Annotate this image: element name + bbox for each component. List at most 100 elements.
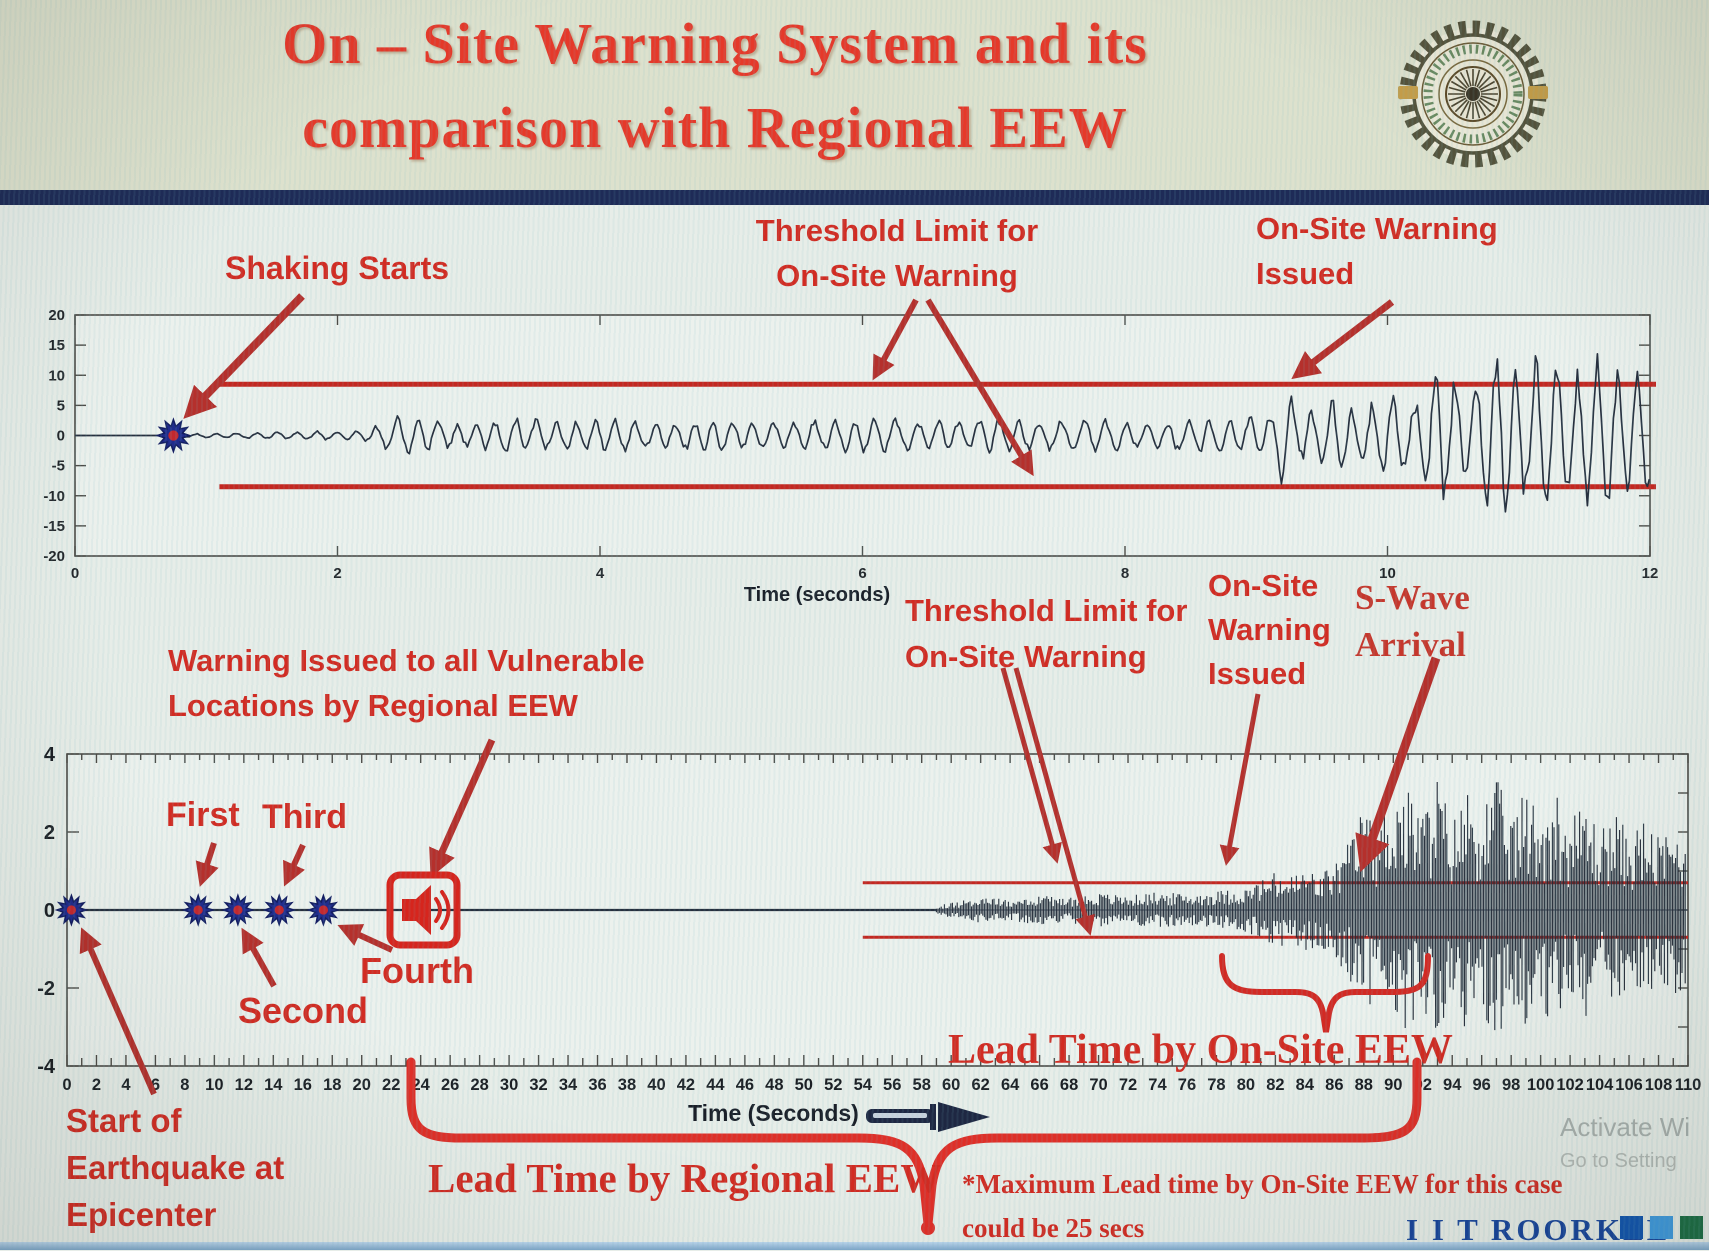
arrow-onsite-warning-top [1291,299,1395,380]
svg-text:-4: -4 [37,1056,56,1078]
svg-text:78: 78 [1207,1076,1225,1094]
iit-roorkee-logo-icon [1398,20,1548,168]
svg-text:110: 110 [1675,1076,1702,1094]
label-third: Third [262,798,347,836]
svg-text:-15: -15 [43,518,65,535]
bottom-chart: 0 2 4 6 8 10 12 14 16 18 20 22 24 26 28 30 32 34 36 38 40 42 4… [37,744,1701,1094]
svg-text:64: 64 [1001,1076,1020,1094]
label-threshold-bottom: Threshold Limit for On-Site Warning [905,593,1188,674]
svg-text:5: 5 [57,397,65,414]
svg-text:18: 18 [323,1076,341,1094]
svg-text:0: 0 [57,428,65,445]
svg-text:50: 50 [795,1076,813,1094]
title-line-2: comparison with Regional EEW [302,95,1128,160]
arrow-fourth [337,924,394,953]
header-divider-bar [0,190,1709,205]
arrow-second [241,927,277,988]
svg-text:8: 8 [1121,565,1129,582]
annotation-arrows [79,293,1441,1096]
label-lead-time-regional: Lead Time by Regional EEW [428,1155,942,1201]
arrow-start-epicenter [79,927,157,1096]
svg-text:100: 100 [1527,1076,1555,1094]
svg-text:36: 36 [588,1076,606,1094]
label-max-lead-note-1: *Maximum Lead time by On-Site EEW for th… [962,1169,1563,1199]
svg-text:6: 6 [151,1076,160,1094]
svg-text:84: 84 [1296,1076,1315,1094]
svg-text:62: 62 [971,1076,989,1094]
label-swave-arrival: S-Wave Arrival [1355,578,1470,664]
label-start-epicenter: Start of Earthquake at Epicenter [66,1102,285,1233]
svg-text:0: 0 [71,565,79,582]
svg-text:4: 4 [596,565,605,582]
svg-text:70: 70 [1089,1076,1107,1094]
svg-text:-10: -10 [43,488,65,505]
svg-text:38: 38 [618,1076,636,1094]
svg-text:96: 96 [1473,1076,1491,1094]
top-chart: 0 2 4 6 8 10 12 20 15 10 5 0 -5 -10 -15 -20 [43,307,1658,582]
svg-text:4: 4 [44,744,56,766]
svg-text:26: 26 [441,1076,459,1094]
label-onsite-warning-top: On-Site Warning Issued [1256,211,1498,291]
svg-text:8: 8 [180,1076,189,1094]
logo-right-ornament [1528,86,1548,99]
arrow-threshold-bottom-upper [1000,667,1062,864]
svg-text:48: 48 [765,1076,783,1094]
svg-text:30: 30 [500,1076,518,1094]
svg-text:14: 14 [264,1076,283,1094]
arrow-onsite-warning-bottom [1219,693,1261,866]
brand-square-green [1680,1216,1703,1239]
brace-tip-dot [921,1221,935,1235]
bottom-edge-bar [0,1242,1709,1250]
svg-text:12: 12 [1642,565,1659,582]
regional-broadcast-icon [386,871,461,949]
svg-text:15: 15 [48,337,65,354]
svg-text:94: 94 [1443,1076,1462,1094]
svg-text:42: 42 [677,1076,695,1094]
svg-text:20: 20 [48,307,65,324]
label-max-lead-note-2: could be 25 secs [962,1213,1145,1243]
page-title: On – Site Warning System and its compari… [70,2,1360,170]
onsite-lead-time-brace [1219,953,1431,1033]
svg-text:2: 2 [333,565,341,582]
svg-text:28: 28 [470,1076,488,1094]
svg-text:56: 56 [883,1076,901,1094]
bottom-chart-x-axis-label: Time (Seconds) [688,1100,859,1126]
svg-text:16: 16 [294,1076,312,1094]
svg-text:74: 74 [1148,1076,1167,1094]
svg-text:98: 98 [1502,1076,1520,1094]
top-chart-x-axis-label: Time (seconds) [743,584,891,606]
svg-text:0: 0 [44,900,55,922]
svg-text:10: 10 [205,1076,223,1094]
arrow-threshold-bottom-lower [1013,667,1095,936]
svg-text:102: 102 [1556,1076,1584,1094]
arrow-third [283,843,306,887]
label-lead-time-onsite: Lead Time by On-Site EEW [948,1027,1453,1073]
brand-square-lightblue [1650,1216,1673,1239]
slide-header: On – Site Warning System and its compari… [0,0,1709,190]
svg-text:2: 2 [92,1076,101,1094]
arrow-threshold-top-right [925,298,1034,477]
arrow-shaking-starts [183,293,305,419]
activate-windows-watermark: Activate Wi [1560,1112,1691,1142]
arrow-first [195,842,219,887]
label-first: First [166,796,240,834]
svg-text:20: 20 [353,1076,371,1094]
arrow-swave-arrival [1355,656,1441,873]
svg-text:90: 90 [1384,1076,1402,1094]
svg-text:108: 108 [1645,1076,1673,1094]
svg-text:104: 104 [1586,1076,1614,1094]
label-warning-vulnerable: Warning Issued to all Vulnerable Locatio… [168,643,645,723]
svg-text:66: 66 [1030,1076,1048,1094]
label-fourth: Fourth [360,950,474,991]
svg-text:22: 22 [382,1076,400,1094]
label-shaking-starts: Shaking Starts [225,250,450,286]
svg-text:58: 58 [913,1076,931,1094]
brand-square-blue [1620,1216,1643,1239]
svg-text:82: 82 [1266,1076,1284,1094]
svg-text:106: 106 [1615,1076,1643,1094]
logo-left-ornament [1398,86,1418,99]
svg-text:0: 0 [62,1076,71,1094]
svg-text:2: 2 [44,822,55,844]
svg-text:40: 40 [647,1076,665,1094]
